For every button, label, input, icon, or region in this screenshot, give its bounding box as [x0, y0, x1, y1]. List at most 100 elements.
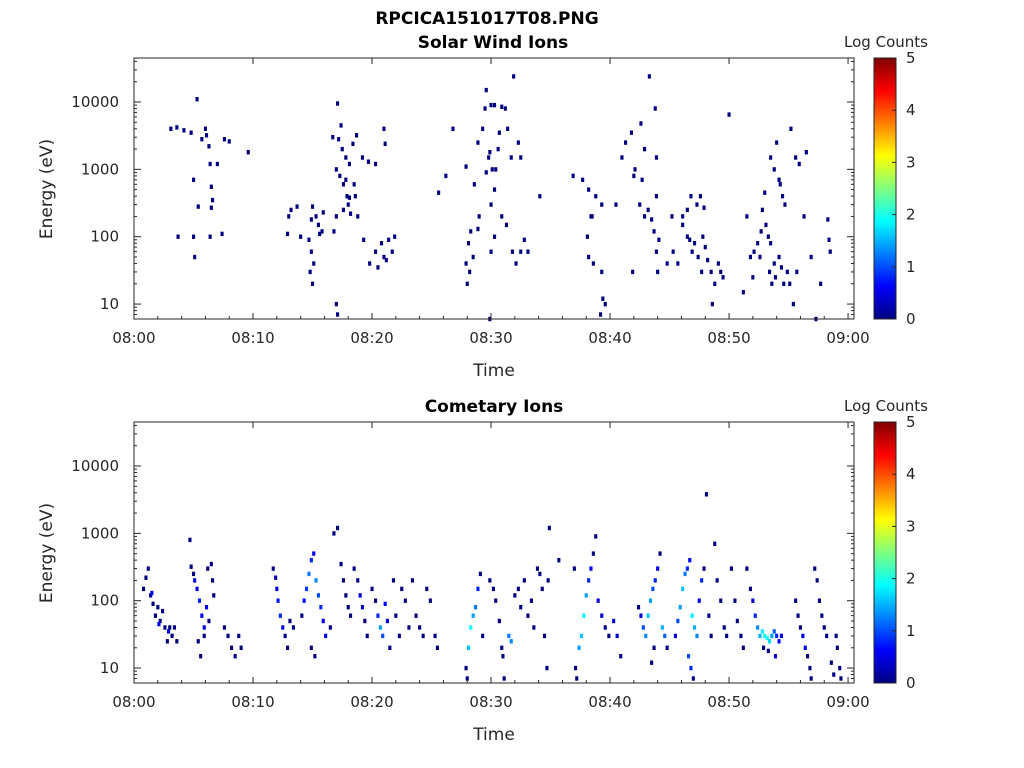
heatmap-cell: [307, 571, 311, 577]
heatmap-cell: [773, 654, 777, 659]
heatmap-cell: [309, 217, 313, 222]
heatmap-cell: [665, 261, 669, 266]
heatmap-cell: [170, 633, 174, 639]
heatmap-cell: [796, 613, 800, 618]
heatmap-cell: [156, 605, 160, 610]
heatmap-cell: [713, 541, 717, 546]
heatmap-cell: [344, 593, 348, 598]
cometary-y-ticks: 10 100 1000 10000: [71, 424, 854, 684]
heatmap-cell: [494, 598, 498, 603]
heatmap-cell: [481, 633, 485, 639]
heatmap-cell: [710, 301, 714, 307]
heatmap-cell: [227, 139, 231, 144]
heatmap-cell: [165, 639, 169, 644]
heatmap-cell: [538, 194, 542, 199]
heatmap-cell: [681, 214, 685, 219]
y-tick-label: 1000: [81, 524, 119, 542]
solar-wind-x-ticks: 08:00 08:10 08:20 08:30 08:40 08:50 09:00: [112, 58, 870, 347]
heatmap-cell: [206, 566, 210, 571]
heatmap-cell: [344, 155, 348, 160]
heatmap-cell: [691, 676, 695, 681]
heatmap-cell: [758, 633, 762, 639]
heatmap-cell: [500, 104, 504, 109]
heatmap-cell: [493, 187, 497, 192]
heatmap-cell: [384, 257, 388, 263]
heatmap-cell: [797, 161, 801, 167]
heatmap-cell: [640, 177, 644, 182]
heatmap-cell: [756, 241, 760, 246]
solar-wind-colorbar: 0 1 2 3 4 5: [873, 49, 916, 328]
heatmap-cell: [466, 241, 470, 246]
heatmap-cell: [719, 269, 723, 275]
heatmap-cell: [687, 654, 691, 659]
heatmap-cell: [305, 586, 309, 592]
heatmap-cell: [230, 645, 234, 650]
heatmap-cell: [751, 275, 755, 280]
heatmap-cell: [374, 598, 378, 603]
heatmap-cell: [839, 676, 843, 681]
heatmap-cell: [347, 195, 351, 200]
heatmap-cell: [497, 618, 501, 624]
heatmap-cell: [211, 578, 215, 583]
heatmap-cell: [142, 586, 146, 592]
heatmap-cell: [338, 173, 342, 179]
heatmap-cell: [579, 633, 583, 639]
heatmap-cell: [591, 261, 595, 266]
heatmap-cell: [785, 269, 789, 275]
heatmap-cell: [614, 202, 618, 207]
heatmap-cell: [543, 633, 547, 639]
heatmap-cell: [356, 578, 360, 583]
heatmap-cell: [629, 130, 633, 135]
heatmap-cell: [341, 207, 345, 213]
x-tick-label: 08:30: [469, 329, 512, 347]
heatmap-cell: [657, 237, 661, 242]
heatmap-cell: [281, 625, 285, 630]
heatmap-cell: [509, 639, 513, 644]
heatmap-cell: [643, 146, 647, 152]
heatmap-cell: [383, 601, 387, 606]
heatmap-cell: [209, 561, 213, 567]
heatmap-cell: [584, 593, 588, 598]
heatmap-cell: [639, 121, 643, 126]
heatmap-cell: [271, 566, 275, 571]
heatmap-cell: [809, 254, 813, 260]
heatmap-cell: [587, 187, 591, 192]
heatmap-cell: [514, 261, 518, 266]
heatmap-cell: [336, 101, 340, 106]
heatmap-cell: [345, 194, 349, 199]
heatmap-cell: [509, 155, 513, 160]
heatmap-cell: [696, 254, 700, 260]
heatmap-cell: [772, 261, 776, 266]
heatmap-cell: [574, 665, 578, 671]
heatmap-cell: [318, 231, 322, 237]
heatmap-cell: [490, 167, 494, 172]
heatmap-cell: [765, 635, 769, 641]
heatmap-cell: [358, 593, 362, 598]
heatmap-cell: [685, 207, 689, 213]
heatmap-cell: [286, 645, 290, 650]
heatmap-cell: [319, 605, 323, 610]
heatmap-cell: [729, 566, 733, 571]
heatmap-cell: [346, 605, 350, 610]
heatmap-cell: [768, 269, 772, 275]
heatmap-cell: [376, 265, 380, 270]
heatmap-cell: [153, 613, 157, 618]
heatmap-cell: [587, 254, 591, 260]
heatmap-cell: [704, 492, 708, 497]
heatmap-cell: [516, 586, 520, 592]
heatmap-cell: [355, 133, 359, 138]
heatmap-cell: [709, 269, 713, 275]
heatmap-cell: [407, 625, 411, 630]
heatmap-cell: [393, 234, 397, 239]
heatmap-cell: [815, 578, 819, 583]
heatmap-cell: [690, 613, 694, 618]
heatmap-cell: [382, 126, 386, 131]
heatmap-cell: [382, 254, 386, 260]
heatmap-cell: [526, 249, 530, 254]
heatmap-cell: [352, 566, 356, 571]
heatmap-cell: [363, 618, 367, 624]
heatmap-cell: [489, 202, 493, 207]
heatmap-cell: [465, 676, 469, 681]
heatmap-cell: [748, 254, 752, 260]
heatmap-cell: [535, 566, 539, 571]
